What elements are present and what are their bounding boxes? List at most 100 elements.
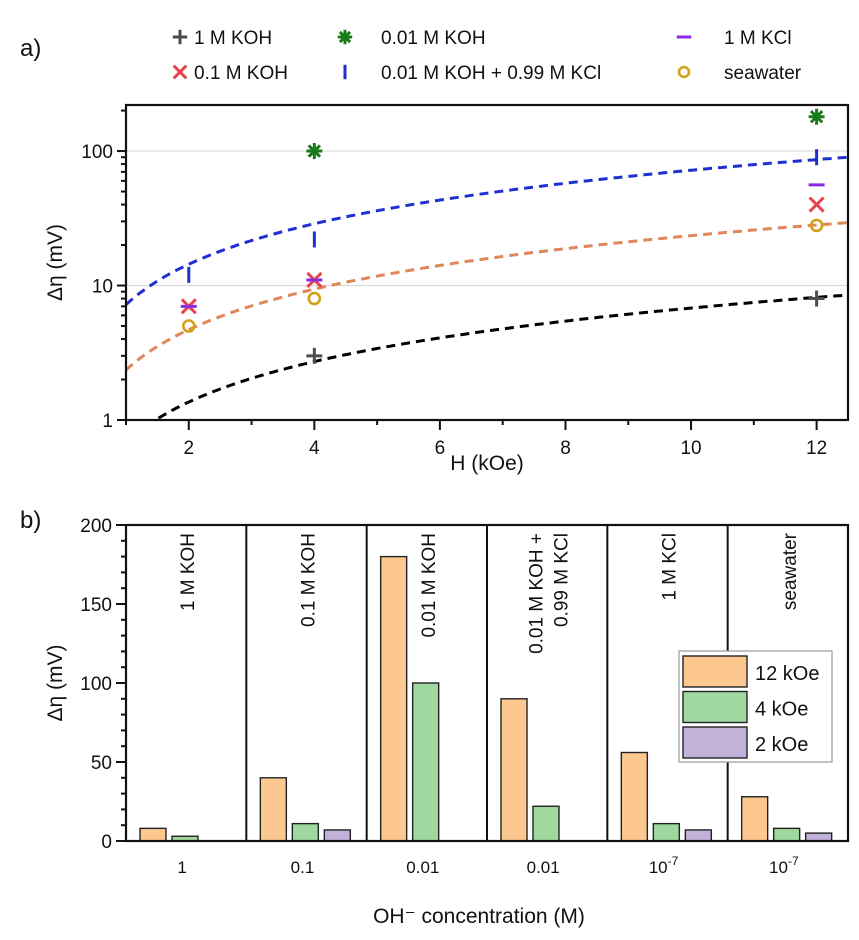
group-annotation: 0.01 M KOH + (527, 533, 548, 654)
x-category-label-exponent: -7 (788, 854, 799, 868)
panel-a: a) 1 M KOH 0.1 M KOH 0.01 M KOH 0.01 M KOH … (20, 28, 850, 475)
legend-marker-1-m-koh (172, 29, 188, 45)
panel-b-label: b) (20, 507, 41, 534)
fit-black-line (157, 293, 849, 420)
x-tick-label: 10 (680, 438, 701, 459)
panel-a-label: a) (20, 35, 41, 62)
panel-b-x-axis-title: OH⁻ concentration (M) (373, 905, 585, 928)
group-annotation: seawater (780, 532, 801, 610)
panel-b: b) 1 M KOH 0.1 M KOH 0.01 M KOH 0.01 M KOH … (20, 507, 850, 928)
bar-4-koe-group-3 (411, 682, 440, 842)
legend-marker-0-1-m-koh (172, 64, 188, 80)
legend-item-0-01-m-koh: 0.01 M KOH (337, 28, 486, 49)
x-category-label: 0.01 (527, 858, 560, 877)
panel-b-y-axis: 0 50 100 150 200 (80, 516, 126, 853)
data-point-1-m-koh (306, 347, 323, 364)
data-point-1-m-koh (808, 290, 825, 307)
bar-12-koe-group-3 (379, 555, 408, 842)
cross-marker-b (808, 196, 825, 213)
legend-swatch-2-koe (682, 726, 748, 759)
group-annotation: 0.99 M KCl (552, 533, 573, 627)
asterisk-marker-stroke (809, 110, 824, 124)
panel-a-y-axis-title: Δη (mV) (44, 224, 67, 301)
y-tick-label: 100 (81, 142, 113, 163)
panel-a-x-axis-title: H (kOe) (450, 452, 524, 475)
legend-item-1-m-kcl: 1 M KCl (676, 28, 792, 49)
panel-b-group-annotations: 1 M KOH 0.1 M KOH 0.01 M KOH 0.01 M KOH +0.… (178, 532, 801, 654)
x-tick-label: 12 (806, 438, 827, 459)
x-category-label-base: 0.01 (527, 858, 560, 877)
group-annotation: 1 M KCl (660, 533, 681, 601)
bar-12-koe-group-6 (740, 796, 769, 842)
asterisk-marker-stroke (338, 30, 352, 44)
data-point-0-1-m-koh (808, 196, 825, 213)
legend-item-12-koe: 12 kOe (682, 655, 819, 688)
legend-item-4-koe: 4 kOe (682, 690, 808, 724)
bar-4-koe-group-2 (291, 822, 320, 842)
bar-12-koe-group-2 (259, 777, 288, 842)
panel-b-x-axis: 1 0.1 0.01 0.01 10-7 10-7 (177, 854, 799, 877)
data-point-0-01-m-koh (306, 143, 323, 160)
legend-swatch-4-koe (682, 690, 748, 724)
bar-2-koe-group-2 (323, 829, 352, 842)
panel-a-fit-lines (124, 155, 849, 420)
bar-2-koe-group-5 (684, 829, 713, 842)
y-tick-label: 10 (92, 277, 113, 298)
legend-label: 0.01 M KOH + 0.99 M KCl (381, 63, 601, 84)
group-annotation: 1 M KOH (178, 533, 199, 611)
x-category-label-exponent: -7 (668, 854, 679, 868)
panel-a-plot-frame (124, 103, 850, 422)
bar-4-koe-group-6 (772, 827, 801, 842)
panel-b-y-axis-title: Δη (mV) (44, 644, 67, 721)
y-tick-label: 150 (80, 595, 112, 616)
bar-12-koe-group-5 (620, 751, 649, 842)
panel-a-y-axis: 1 10 100 (81, 109, 126, 432)
data-point-seawater (181, 319, 196, 333)
data-point-0-01-m-koh (808, 108, 825, 125)
legend-item-seawater: seawater (677, 63, 802, 84)
cross-marker-b (172, 64, 188, 80)
x-category-label: 0.1 (291, 858, 315, 877)
fit-orange-line (124, 221, 849, 372)
panel-a-gridlines (126, 150, 848, 287)
circle-marker (181, 319, 196, 333)
y-tick-label: 100 (80, 674, 112, 695)
x-category-label-base: 1 (177, 858, 186, 877)
legend-item-2-koe: 2 kOe (682, 726, 808, 759)
panel-b-bars (139, 555, 833, 842)
bar-4-koe-group-4 (532, 805, 560, 842)
x-tick-label: 6 (435, 438, 446, 459)
bar-2-koe-group-6 (804, 832, 833, 842)
legend-item-0-1-m-koh: 0.1 M KOH (172, 63, 288, 84)
legend-marker-0-01-m-koh (337, 29, 353, 45)
x-tick-label: 4 (309, 438, 320, 459)
panel-a-x-axis: 2 4 6 8 10 12 (125, 420, 827, 459)
legend-label: 0.1 M KOH (194, 63, 288, 84)
asterisk-marker-stroke (307, 144, 322, 158)
data-point-seawater (809, 218, 824, 233)
legend-label: 12 kOe (755, 663, 819, 685)
x-category-label-base: 0.1 (291, 858, 315, 877)
panel-b-legend: 12 kOe 4 kOe 2 kOe (678, 650, 833, 763)
group-annotation: 0.1 M KOH (299, 533, 320, 627)
y-tick-label: 200 (80, 516, 112, 537)
fit-blue-line (124, 155, 849, 306)
x-category-label: 10-7 (769, 854, 799, 877)
data-point-seawater (307, 291, 322, 306)
x-category-label: 0.01 (406, 858, 439, 877)
legend-label: 1 M KOH (194, 28, 272, 49)
panel-a-legend: 1 M KOH 0.1 M KOH 0.01 M KOH 0.01 M KOH + 0… (172, 28, 802, 84)
x-category-label-base: 0.01 (406, 858, 439, 877)
bar-12-koe-group-1 (139, 827, 167, 842)
x-category-label-base: 10 (769, 858, 788, 877)
x-category-label: 1 (177, 858, 186, 877)
bar-4-koe-group-5 (652, 822, 681, 842)
legend-label: 0.01 M KOH (381, 28, 486, 49)
y-tick-label: 50 (91, 753, 112, 774)
legend-label: 2 kOe (755, 734, 808, 756)
x-category-label: 10-7 (649, 854, 679, 877)
x-tick-label: 8 (560, 438, 571, 459)
circle-marker (307, 291, 322, 306)
legend-label: seawater (724, 63, 802, 84)
legend-item-1-m-koh: 1 M KOH (172, 28, 272, 49)
